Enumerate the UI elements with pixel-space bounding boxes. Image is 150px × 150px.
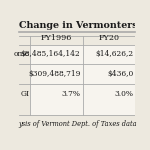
Bar — [83, 36, 135, 115]
Text: ysis of Vermont Dept. of Taxes data: ysis of Vermont Dept. of Taxes data — [19, 120, 137, 128]
Text: FY20: FY20 — [98, 34, 119, 42]
Text: $309,488,719: $309,488,719 — [28, 70, 80, 78]
Text: $14,626,2: $14,626,2 — [96, 50, 134, 58]
Text: Change in Vermonters’ AGI ar: Change in Vermonters’ AGI ar — [19, 21, 150, 30]
Text: 3.0%: 3.0% — [115, 90, 134, 98]
Text: $436,0: $436,0 — [108, 70, 134, 78]
Bar — [19, 36, 135, 45]
Text: GI: GI — [20, 90, 29, 98]
Bar — [30, 36, 83, 115]
Text: ome: ome — [13, 50, 29, 58]
Bar — [19, 36, 30, 115]
Text: 3.7%: 3.7% — [61, 90, 80, 98]
Text: FY1996: FY1996 — [41, 34, 72, 42]
Text: $8,485,164,142: $8,485,164,142 — [21, 50, 80, 58]
